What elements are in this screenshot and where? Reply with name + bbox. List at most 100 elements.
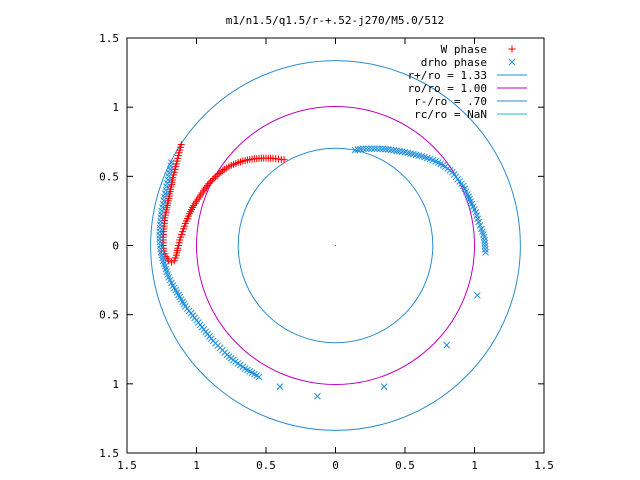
data-point-d2 [481, 242, 489, 250]
data-point-d2 [432, 157, 439, 165]
data-point-d2 [421, 153, 428, 161]
data-point-d2 [173, 289, 181, 296]
data-point [387, 146, 395, 154]
data-point [210, 174, 218, 182]
data-point [219, 167, 227, 175]
data-point-d2 [462, 188, 470, 195]
data-point-d2 [168, 159, 175, 166]
data-point-d2 [253, 372, 261, 379]
data-point [280, 156, 288, 164]
data-point-d2 [460, 182, 467, 190]
data-point-d2 [469, 203, 477, 211]
data-point-d2 [379, 145, 387, 153]
x-tick-label: 1.5 [117, 459, 137, 472]
data-point-d2 [162, 265, 170, 273]
data-point-d2 [354, 146, 362, 153]
data-point-d2 [156, 238, 164, 246]
data-point [508, 45, 516, 53]
legend-label: W phase [441, 43, 487, 56]
x-tick-label: 1.5 [534, 459, 554, 472]
data-point-d2 [359, 145, 367, 153]
data-point [365, 145, 373, 153]
data-point-d2 [160, 260, 168, 267]
center-point [335, 245, 336, 246]
data-point-d2 [166, 276, 174, 284]
y-tick-label: 1 [112, 101, 119, 114]
data-point-d2 [362, 145, 370, 153]
data-point-d2 [401, 148, 409, 156]
data-point [362, 145, 370, 153]
data-point [508, 58, 516, 66]
data-point [206, 178, 214, 186]
data-point-d2 [418, 152, 426, 160]
data-point-d2 [351, 146, 359, 154]
data-point-d2 [176, 293, 184, 301]
y-tick-label: 0 [112, 240, 119, 253]
data-point-d2 [182, 303, 189, 310]
x-tick-label: 1 [471, 459, 478, 472]
data-point-d2 [437, 160, 445, 168]
chart-title: m1/n1.5/q1.5/r-+.52-j270/M5.0/512 [226, 14, 445, 27]
data-point [384, 146, 392, 153]
x-tick-label: 0.5 [395, 459, 415, 472]
data-point-d2 [387, 146, 395, 154]
data-point-d2 [412, 151, 420, 159]
data-point [380, 383, 388, 390]
legend-label: r+/ro = 1.33 [408, 69, 487, 82]
legend-label: drho phase [421, 56, 487, 69]
x-tick-label: 1 [193, 459, 200, 472]
data-point-d2 [390, 146, 398, 154]
data-point [368, 145, 375, 153]
data-point-d2 [380, 383, 388, 390]
data-point [373, 145, 381, 153]
data-point-d2 [476, 222, 484, 229]
data-point-d2 [177, 296, 185, 303]
data-point-d2 [157, 249, 165, 256]
data-point-d2 [471, 206, 478, 213]
data-point-d2 [435, 159, 442, 166]
data-point-d2 [478, 225, 485, 233]
data-point [276, 383, 284, 390]
data-point-d2 [404, 149, 412, 157]
data-point-d2 [159, 254, 166, 262]
y-tick-label: 0.5 [99, 309, 119, 322]
data-point-d2 [165, 273, 173, 281]
data-point-d2 [158, 251, 166, 259]
data-point-d2 [443, 341, 451, 349]
data-point-d2 [473, 291, 481, 299]
legend-label: ro/ro = 1.00 [408, 82, 487, 95]
data-point-d2 [255, 373, 263, 381]
data-point [212, 173, 220, 181]
data-point-d2 [407, 150, 414, 157]
data-point-d2 [426, 155, 434, 163]
data-point-d2 [384, 146, 392, 153]
data-point-d2 [474, 215, 482, 223]
data-point-d2 [170, 284, 178, 292]
data-point-d2 [396, 147, 403, 155]
data-point [393, 147, 401, 155]
legend-label: r-/ro = .70 [414, 95, 487, 108]
data-point [396, 147, 403, 155]
data-point [379, 145, 387, 153]
data-point-d2 [393, 147, 401, 155]
data-point-d2 [164, 271, 172, 278]
data-point-d2 [464, 190, 471, 198]
data-point [314, 392, 321, 400]
data-point-d2 [276, 383, 284, 390]
y-tick-label: 1 [112, 378, 119, 391]
data-point-d2 [481, 236, 488, 244]
data-point [354, 146, 362, 153]
data-point-d2 [373, 145, 381, 153]
data-point-d2 [157, 242, 164, 249]
data-point-d2 [481, 239, 489, 247]
data-point [475, 218, 483, 226]
data-point-d2 [157, 245, 165, 253]
series-w-phase [159, 141, 288, 266]
data-point-d2 [248, 369, 256, 377]
data-point-d2 [461, 185, 469, 193]
data-point-d2 [179, 298, 186, 306]
data-point-d2 [365, 145, 373, 153]
data-point [443, 341, 451, 349]
data-point-d2 [468, 200, 476, 208]
data-point-d2 [180, 300, 188, 308]
